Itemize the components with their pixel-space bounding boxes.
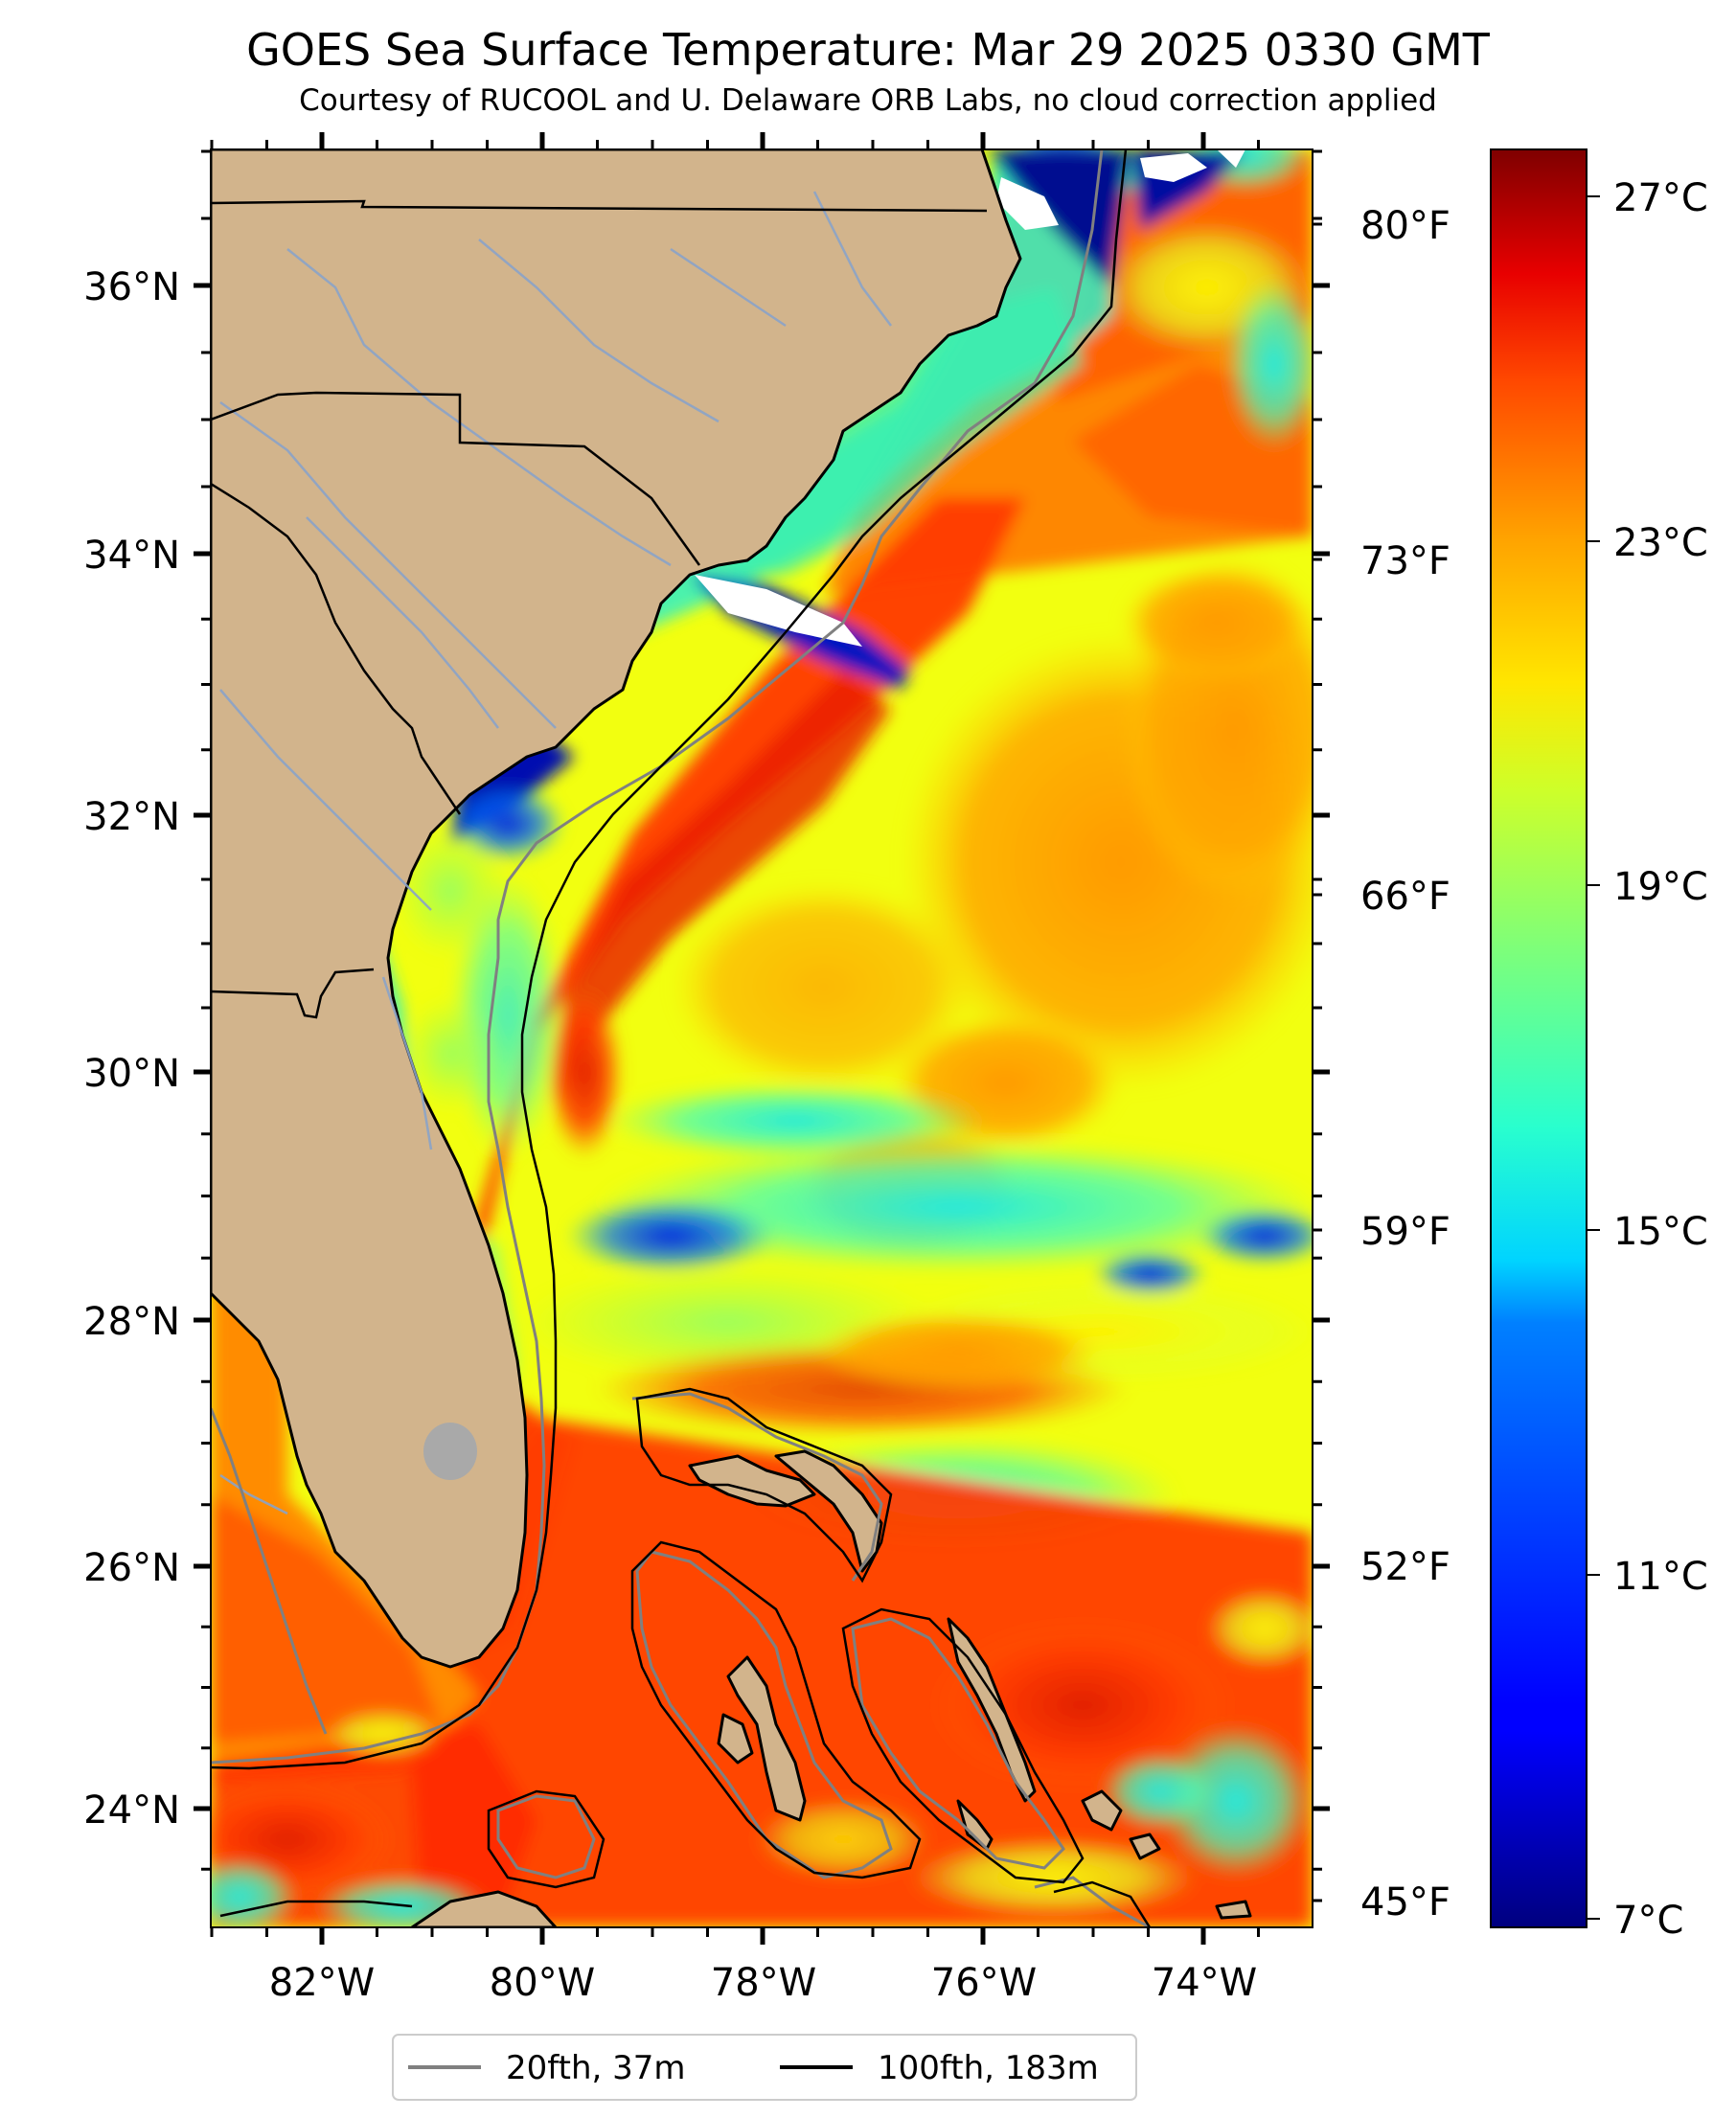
- lat-label-34n: 34°N: [83, 534, 180, 578]
- lat-label-26n: 26°N: [83, 1546, 180, 1590]
- contour-legend: 20fth, 37m 100fth, 183m: [392, 2034, 1137, 2101]
- temp-label-45f: 45°F: [1360, 1880, 1450, 1924]
- lon-axis-labels: 82°W 80°W 78°W 76°W 74°W: [269, 1961, 1257, 2005]
- lon-label-82w: 82°W: [269, 1961, 375, 2005]
- map-subtitle: Courtesy of RUCOOL and U. Delaware ORB L…: [299, 83, 1437, 118]
- colorbar-gradient: [1490, 148, 1588, 1928]
- legend-label-100fth: 100fth, 183m: [878, 2049, 1099, 2087]
- temp-label-59f: 59°F: [1360, 1210, 1450, 1254]
- map-title: GOES Sea Surface Temperature: Mar 29 202…: [246, 24, 1490, 76]
- colorbar-label-15c: 15°C: [1613, 1210, 1708, 1254]
- contour-100fth: [211, 149, 1152, 1927]
- lat-label-32n: 32°N: [83, 795, 180, 839]
- contour-20fth: [211, 149, 1151, 1927]
- legend-label-20fth: 20fth, 37m: [506, 2049, 686, 2087]
- lake-okeechobee: [423, 1423, 477, 1480]
- lat-label-36n: 36°N: [83, 265, 180, 309]
- lat-axis-labels: 36°N 34°N 32°N 30°N 28°N 26°N 24°N: [83, 265, 180, 1833]
- lat-label-30n: 30°N: [83, 1052, 180, 1096]
- lat-label-28n: 28°N: [83, 1300, 180, 1344]
- lat-label-24n: 24°N: [83, 1788, 180, 1833]
- temp-label-52f: 52°F: [1360, 1545, 1450, 1589]
- lon-label-78w: 78°W: [711, 1961, 816, 2005]
- lon-label-74w: 74°W: [1152, 1961, 1257, 2005]
- state-borders: [211, 199, 988, 1019]
- temp-label-80f: 80°F: [1360, 204, 1450, 248]
- colorbar-label-27c: 27°C: [1613, 176, 1708, 220]
- colorbar: 27°C 23°C 19°C 15°C 11°C 7°C: [1490, 148, 1708, 1943]
- no-data-patches: [695, 149, 1245, 647]
- colorbar-label-11c: 11°C: [1613, 1555, 1708, 1599]
- colorbar-label-19c: 19°C: [1613, 865, 1708, 909]
- lon-label-80w: 80°W: [490, 1961, 595, 2005]
- sst-map: [211, 149, 1313, 1927]
- axis-ticks: [194, 132, 1330, 1945]
- legend-box: [392, 2034, 1137, 2101]
- fahrenheit-labels: 80°F 73°F 66°F 59°F 52°F 45°F: [1360, 204, 1450, 1924]
- temp-label-73f: 73°F: [1360, 539, 1450, 583]
- colorbar-label-23c: 23°C: [1613, 521, 1708, 565]
- temp-label-66f: 66°F: [1360, 875, 1450, 919]
- colorbar-label-7c: 7°C: [1613, 1899, 1683, 1943]
- lon-label-76w: 76°W: [931, 1961, 1037, 2005]
- rivers: [219, 191, 892, 1515]
